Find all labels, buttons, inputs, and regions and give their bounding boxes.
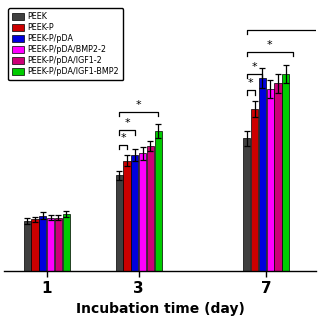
Text: *: *	[252, 62, 257, 72]
Text: *: *	[136, 100, 141, 110]
Bar	[139, 153, 146, 271]
Bar	[55, 218, 62, 271]
Text: *: *	[248, 78, 253, 88]
Bar	[251, 109, 258, 271]
Bar	[267, 89, 274, 271]
Bar	[147, 146, 154, 271]
Bar	[259, 78, 266, 271]
Bar	[116, 175, 123, 271]
Bar	[274, 83, 282, 271]
Bar	[47, 218, 54, 271]
Bar	[31, 220, 39, 271]
Bar	[282, 74, 289, 271]
Bar	[24, 221, 31, 271]
Bar	[63, 214, 70, 271]
X-axis label: Incubation time (day): Incubation time (day)	[76, 302, 244, 316]
Legend: PEEK, PEEK-P, PEEK-P/pDA, PEEK-P/pDA/BMP2-2, PEEK-P/pDA/IGF1-2, PEEK-P/pDA/IGF1-: PEEK, PEEK-P, PEEK-P/pDA, PEEK-P/pDA/BMP…	[8, 8, 123, 80]
Bar	[155, 131, 162, 271]
Bar	[39, 216, 46, 271]
Bar	[243, 139, 250, 271]
Bar	[131, 155, 139, 271]
Bar	[124, 161, 131, 271]
Text: *: *	[124, 118, 130, 128]
Text: *: *	[120, 133, 126, 143]
Text: *: *	[267, 40, 273, 50]
